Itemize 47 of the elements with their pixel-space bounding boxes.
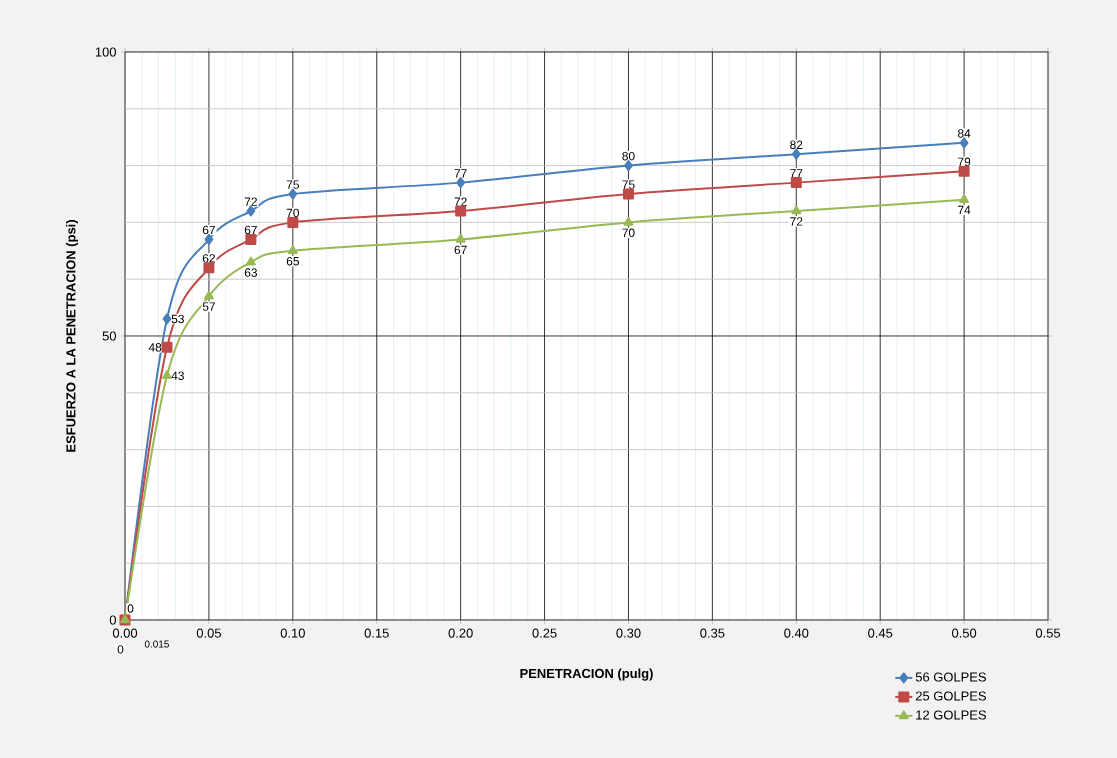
x-tick-label: 0.55 xyxy=(1035,628,1061,638)
legend-label: 12 GOLPES xyxy=(916,710,986,720)
data-label: 77 xyxy=(790,169,803,178)
legend-label: 56 GOLPES xyxy=(915,672,986,682)
x-tick-label: 0.05 xyxy=(196,628,221,638)
data-label: 80 xyxy=(622,151,635,161)
data-label: 63 xyxy=(244,268,257,277)
data-label: 0 xyxy=(117,645,124,654)
data-label: 62 xyxy=(202,254,215,263)
x-tick-label: 0.15 xyxy=(364,628,389,638)
data-label: 53 xyxy=(171,314,184,324)
data-label: 67 xyxy=(244,225,257,235)
data-label: 79 xyxy=(958,157,971,167)
x-tick-label: 0.30 xyxy=(616,628,641,638)
y-axis-title: ESFUERZO A LA PENETRACION (psi) xyxy=(65,220,79,452)
x-tick-label: 0.25 xyxy=(532,628,557,638)
x-tick-label: 0.20 xyxy=(448,628,473,638)
x-tick-label: 0.40 xyxy=(784,628,809,638)
text: 0.015 xyxy=(144,640,169,648)
x-tick-label: 0.45 xyxy=(868,628,893,638)
data-label: 77 xyxy=(454,169,467,178)
data-label: 82 xyxy=(790,140,803,150)
data-label: 65 xyxy=(286,256,299,266)
data-label: 75 xyxy=(622,180,635,189)
x-axis-title: PENETRACION (pulg) xyxy=(520,668,653,681)
x-tick-label: 0.35 xyxy=(700,628,725,638)
legend-label: 25 GOLPES xyxy=(915,691,986,701)
data-label: 43 xyxy=(171,371,184,380)
data-label: 72 xyxy=(454,197,467,206)
x-tick-label: 0.10 xyxy=(280,628,305,638)
data-label: 0 xyxy=(127,604,134,613)
x-tick-label: 0.00 xyxy=(112,628,138,638)
y-tick-label: 50 xyxy=(102,331,116,341)
data-label: 48 xyxy=(148,343,162,352)
y-tick-label: 0 xyxy=(109,615,116,625)
data-label: 74 xyxy=(958,205,971,215)
data-label: 75 xyxy=(286,180,299,189)
data-label: 84 xyxy=(957,129,971,138)
data-label: 67 xyxy=(454,245,467,255)
data-label: 72 xyxy=(244,197,257,206)
x-tick-label: 0.50 xyxy=(952,628,977,638)
data-label: 70 xyxy=(286,208,300,218)
data-label: 57 xyxy=(202,302,215,311)
data-label: 70 xyxy=(622,228,635,238)
data-label: 72 xyxy=(790,217,803,226)
data-label: 67 xyxy=(202,225,215,235)
y-tick-label: 100 xyxy=(95,47,116,57)
